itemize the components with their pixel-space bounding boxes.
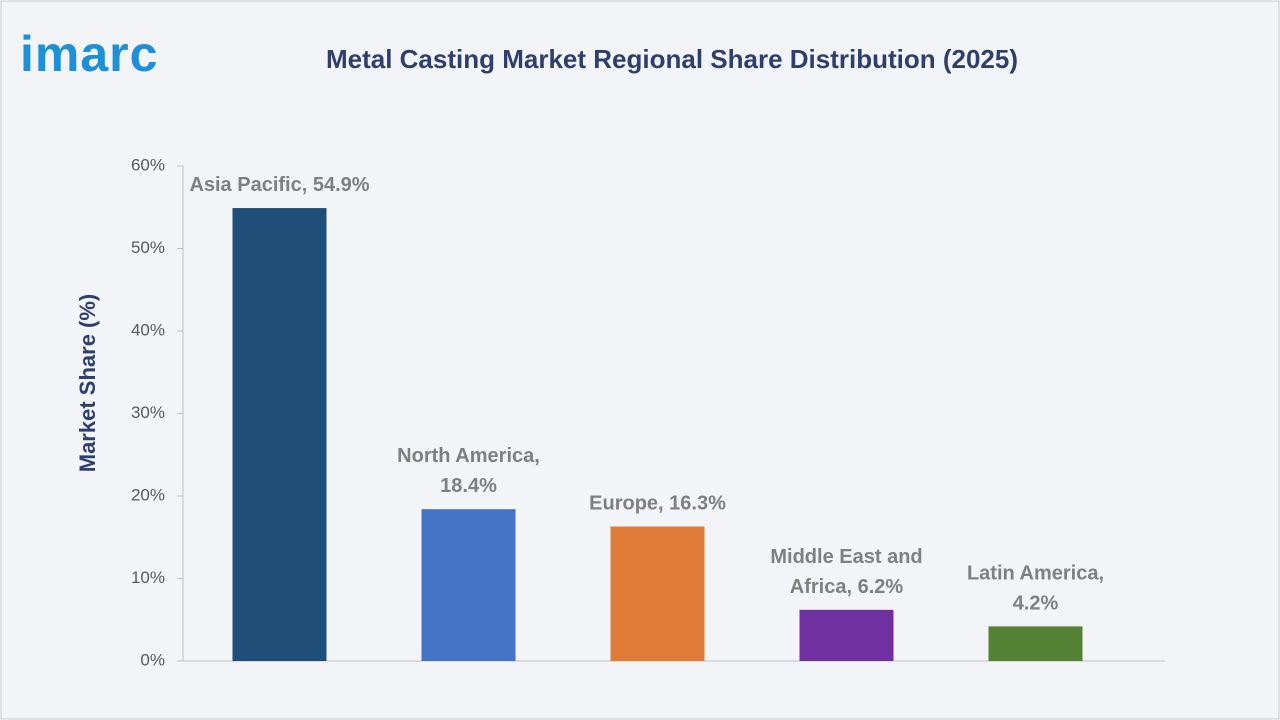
value-label-line: Asia Pacific, 54.9% [189, 174, 369, 196]
y-tick-label: 30% [131, 403, 165, 422]
y-tick-label: 10% [131, 568, 165, 587]
value-label-line: 18.4% [440, 475, 497, 497]
value-label: North America, 18.4% [397, 445, 540, 497]
bar [610, 526, 705, 661]
y-tick-label: 0% [140, 650, 165, 669]
value-label: Middle East and Africa, 6.2% [770, 546, 922, 598]
bar [799, 609, 894, 661]
y-tick-label: 20% [131, 485, 165, 504]
y-axis-label: Market Share (%) [75, 294, 100, 473]
value-label-line: Europe, 16.3% [589, 493, 726, 515]
value-label: Latin America, 4.2% [967, 563, 1104, 615]
value-label: Asia Pacific, 54.9% [189, 174, 369, 196]
value-label-line: 4.2% [1013, 593, 1059, 615]
value-label: Europe, 16.3% [589, 493, 726, 515]
y-tick-label: 40% [131, 320, 165, 339]
logo: imarc [20, 26, 158, 82]
bar [421, 509, 516, 661]
value-label-line: Africa, 6.2% [790, 576, 904, 598]
chart-title: Metal Casting Market Regional Share Dist… [326, 44, 1018, 74]
value-label-line: Latin America, [967, 563, 1104, 585]
bar [232, 208, 327, 661]
value-label-line: Middle East and [770, 546, 922, 568]
y-tick-label: 60% [131, 155, 165, 174]
value-label-line: North America, [397, 445, 540, 467]
y-tick-label: 50% [131, 238, 165, 257]
bar [988, 626, 1083, 661]
